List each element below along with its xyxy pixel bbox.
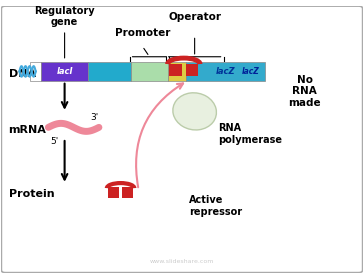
Text: Promoter: Promoter (115, 28, 170, 38)
Text: lacI: lacI (56, 67, 73, 76)
Bar (122, 187, 133, 198)
Text: No
RNA
made: No RNA made (289, 75, 321, 108)
Text: Protein: Protein (9, 189, 54, 199)
Text: 5': 5' (50, 137, 58, 146)
Text: mRNA: mRNA (9, 125, 47, 135)
Text: Regulatory
gene: Regulatory gene (34, 6, 95, 27)
Text: Operator: Operator (168, 12, 221, 22)
Bar (186, 62, 265, 81)
Bar (88, 62, 131, 81)
Text: 3': 3' (90, 113, 98, 122)
FancyBboxPatch shape (1, 6, 363, 273)
Bar (30, 62, 41, 81)
Bar (41, 62, 88, 81)
Bar (186, 64, 198, 76)
Text: DNA: DNA (9, 69, 36, 79)
Bar (167, 62, 186, 81)
Text: Active
repressor: Active repressor (189, 195, 242, 217)
Text: lacZ: lacZ (242, 67, 260, 76)
Text: RNA
polymerase: RNA polymerase (218, 123, 282, 145)
Bar (108, 187, 119, 198)
Text: lacZ: lacZ (215, 67, 235, 76)
Bar (131, 62, 167, 81)
Text: www.slideshare.com: www.slideshare.com (150, 259, 214, 264)
Ellipse shape (173, 93, 217, 130)
Bar (169, 64, 182, 76)
